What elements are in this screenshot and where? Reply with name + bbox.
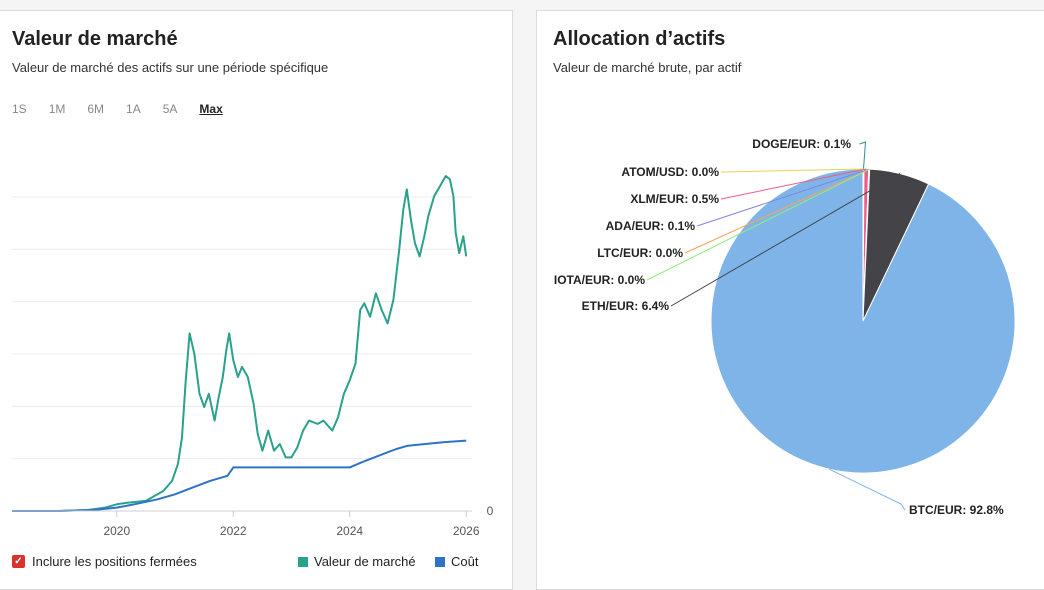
include-closed-toggle[interactable]: ✓ Inclure les positions fermées bbox=[12, 554, 197, 569]
x-tick-label: 2026 bbox=[453, 524, 480, 538]
pie-slices bbox=[710, 168, 1016, 474]
pie-connector-line bbox=[720, 168, 865, 173]
pie-connector-line bbox=[696, 168, 870, 227]
legend-item-cost[interactable]: Coût bbox=[435, 554, 478, 569]
market-value-line-chart: 2020 2022 2024 2026 0 bbox=[12, 175, 494, 538]
tab-max[interactable]: Max bbox=[199, 102, 223, 116]
legend-item-market-value[interactable]: Valeur de marché bbox=[298, 554, 416, 569]
series-line-market-value bbox=[12, 175, 468, 512]
tab-1s[interactable]: 1S bbox=[12, 102, 27, 116]
line-series bbox=[12, 175, 468, 512]
x-tick-label: 2020 bbox=[103, 524, 130, 538]
legend-label-cost: Coût bbox=[451, 554, 479, 569]
pie-data-label: XLM/EUR: 0.5% bbox=[630, 192, 719, 206]
legend-swatch-cost bbox=[435, 556, 445, 567]
pie-connector-line bbox=[684, 168, 870, 254]
range-tabs: 1S 1M 6M 1A 5A Max bbox=[12, 102, 245, 116]
pie-data-label: ETH/EUR: 6.4% bbox=[582, 299, 670, 313]
legend-swatch-market-value bbox=[298, 556, 308, 567]
checkbox-checked-icon[interactable]: ✓ bbox=[12, 555, 25, 568]
series-line-cost bbox=[12, 439, 467, 512]
asset-allocation-pie-chart: DOGE/EUR: 0.1% ATOM/USD: 0.0% XLM/EUR: 0.5… bbox=[554, 137, 1016, 517]
pie-data-label: LTC/EUR: 0.0% bbox=[597, 246, 683, 260]
pie-connector-line bbox=[829, 468, 906, 511]
tab-1a[interactable]: 1A bbox=[126, 102, 141, 116]
x-tick-label: 2024 bbox=[336, 524, 363, 538]
asset-allocation-title: Allocation d’actifs bbox=[553, 28, 726, 50]
pie-connector-line bbox=[859, 141, 867, 170]
tab-1m[interactable]: 1M bbox=[48, 102, 66, 116]
pie-connector-line bbox=[720, 168, 867, 200]
asset-allocation-subtitle: Valeur de marché brute, par actif bbox=[553, 60, 742, 75]
x-axis: 2020 2022 2024 2026 0 bbox=[12, 504, 494, 538]
asset-allocation-card: Allocation d’actifs Valeur de marché bru… bbox=[536, 10, 1044, 590]
pie-connector-line bbox=[646, 168, 870, 281]
market-value-title: Valeur de marché bbox=[12, 28, 178, 50]
tab-6m[interactable]: 6M bbox=[87, 102, 105, 116]
pie-labels: DOGE/EUR: 0.1% ATOM/USD: 0.0% XLM/EUR: 0.5… bbox=[554, 137, 1004, 517]
y-tick-label: 0 bbox=[487, 504, 494, 518]
pie-connector-line bbox=[670, 173, 901, 307]
include-closed-label: Inclure les positions fermées bbox=[32, 554, 197, 569]
pie-data-label: ATOM/USD: 0.0% bbox=[621, 165, 719, 179]
tab-5a[interactable]: 5A bbox=[162, 102, 178, 116]
market-value-subtitle: Valeur de marché des actifs sur une péri… bbox=[12, 60, 329, 75]
pie-data-label: ADA/EUR: 0.1% bbox=[606, 219, 696, 233]
pie-data-label: IOTA/EUR: 0.0% bbox=[554, 273, 645, 287]
grid-lines bbox=[12, 196, 472, 460]
x-tick-label: 2022 bbox=[220, 524, 247, 538]
pie-data-label: BTC/EUR: 92.8% bbox=[909, 503, 1004, 517]
pie-data-label: DOGE/EUR: 0.1% bbox=[752, 137, 851, 151]
legend-label-market-value: Valeur de marché bbox=[314, 554, 416, 569]
pie-slice-btc-eur bbox=[710, 168, 1016, 474]
market-value-card: Valeur de marché Valeur de marché des ac… bbox=[0, 10, 513, 590]
